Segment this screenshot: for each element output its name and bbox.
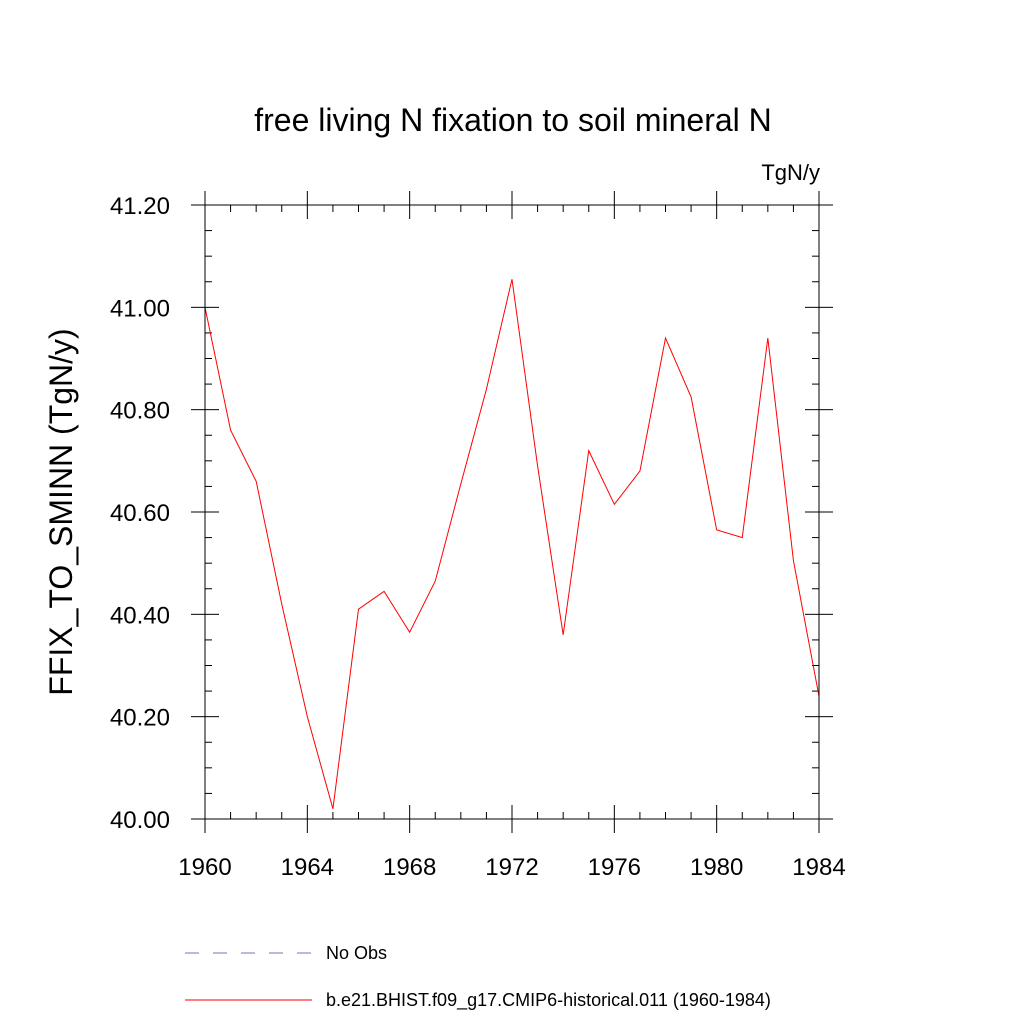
y-tick-label: 40.40 [110, 602, 170, 629]
legend: No Obs b.e21.BHIST.f09_g17.CMIP6-histori… [185, 943, 771, 1011]
x-tick-label: 1980 [690, 854, 743, 881]
y-tick-label: 40.00 [110, 807, 170, 834]
y-tick-label: 40.80 [110, 398, 170, 425]
x-tick-label: 1968 [383, 854, 436, 881]
axis-ticks [191, 191, 833, 833]
x-tick-label: 1960 [178, 854, 231, 881]
x-tick-label: 1976 [588, 854, 641, 881]
legend-label-model: b.e21.BHIST.f09_g17.CMIP6-historical.011… [326, 990, 771, 1011]
chart-title: free living N fixation to soil mineral N [254, 102, 772, 138]
y-axis-label: FFIX_TO_SMINN (TgN/y) [43, 328, 79, 695]
y-tick-label: 41.20 [110, 193, 170, 220]
tick-labels: 1960 1964 1968 1972 1976 1980 1984 40.00 40.20 40… [110, 193, 846, 881]
y-tick-label: 40.20 [110, 705, 170, 732]
y-tick-label: 41.00 [110, 295, 170, 322]
plot-frame [204, 204, 820, 820]
x-tick-label: 1984 [792, 854, 845, 881]
legend-label-no-obs: No Obs [326, 943, 387, 963]
y-tick-label: 40.60 [110, 500, 170, 527]
series-layer [204, 279, 820, 809]
series-line-0 [204, 279, 820, 809]
units-label: TgN/y [761, 160, 820, 185]
x-tick-label: 1972 [485, 854, 538, 881]
x-tick-label: 1964 [281, 854, 334, 881]
